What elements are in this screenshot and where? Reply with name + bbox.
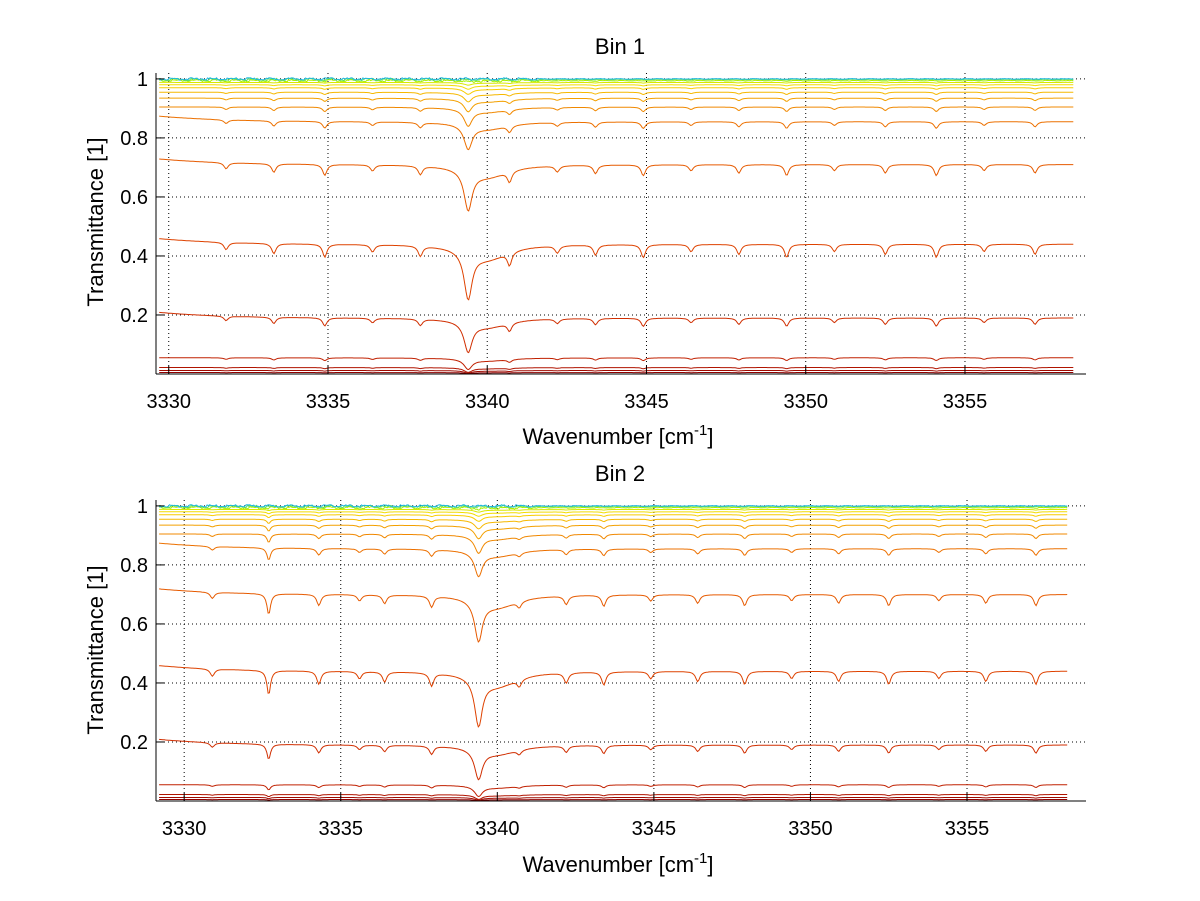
x-axis-label: Wavenumber [cm-1] — [522, 422, 713, 449]
series-line — [159, 372, 1074, 375]
series-line — [159, 738, 1068, 781]
series-line — [158, 505, 1068, 511]
series-line — [159, 514, 1068, 522]
series-line — [158, 504, 1068, 508]
y-tick-label: 1 — [137, 496, 148, 518]
x-tick-label: 3350 — [788, 818, 833, 840]
series-line — [159, 533, 1068, 555]
series-line — [159, 357, 1074, 371]
series-line — [159, 797, 1068, 801]
y-tick-label: 0.2 — [120, 732, 148, 754]
x-tick-label: 3340 — [475, 818, 520, 840]
series-line — [159, 91, 1074, 103]
series-line — [159, 588, 1068, 643]
series-line — [159, 370, 1074, 374]
y-tick-label: 0.6 — [120, 614, 148, 636]
subplot-title: Bin 1 — [595, 34, 645, 59]
y-tick-label: 0.8 — [120, 128, 148, 150]
x-tick-label: 3355 — [945, 818, 990, 840]
x-tick-label: 3335 — [306, 391, 351, 413]
x-tick-label: 3340 — [465, 391, 510, 413]
series-line — [159, 367, 1074, 373]
y-axis-label: Transmittance [1] — [83, 565, 108, 734]
series-line — [159, 542, 1068, 578]
series-line — [159, 508, 1068, 513]
series-line — [158, 77, 1074, 81]
series-line — [159, 158, 1074, 212]
series-line — [159, 97, 1074, 113]
y-tick-label: 0.2 — [120, 305, 148, 327]
series-line — [159, 665, 1068, 728]
x-tick-label: 3345 — [632, 818, 677, 840]
subplot-bin-1: Bin 1 3330 3335 3340 3345 3350 3355 0.2 0.4 0.6 0… — [83, 34, 1086, 449]
y-tick-label: 1 — [137, 69, 148, 91]
subplot-title: Bin 2 — [595, 461, 645, 486]
y-axis-label: Transmittance [1] — [83, 137, 108, 306]
y-tick-label: 0.8 — [120, 555, 148, 577]
x-tick-label: 3330 — [146, 391, 191, 413]
axes: 3330 3335 3340 3345 3350 3355 0.2 0.4 0.6 0.8 1 — [120, 69, 1086, 413]
series-line — [159, 794, 1068, 800]
series-line — [159, 799, 1068, 802]
series-line — [159, 511, 1068, 517]
y-tick-label: 0.4 — [120, 673, 148, 695]
series-line — [159, 87, 1074, 95]
x-tick-label: 3335 — [318, 818, 363, 840]
x-axis-label: Wavenumber [cm-1] — [522, 850, 713, 877]
axes: 3330 3335 3340 3345 3350 3355 0.2 0.4 0.6 0.8 1 — [120, 496, 1086, 840]
series-line — [159, 524, 1068, 540]
series-lines — [158, 504, 1068, 802]
series-line — [159, 115, 1074, 151]
series-line — [159, 81, 1074, 86]
series-line — [159, 106, 1074, 127]
series-line — [159, 784, 1068, 798]
x-tick-label: 3330 — [162, 818, 207, 840]
x-tick-label: 3355 — [943, 391, 988, 413]
series-line — [159, 518, 1068, 530]
subplot-bin-2: Bin 2 3330 3335 3340 3345 3350 3355 0.2 0.4 0.6 0… — [83, 461, 1086, 877]
y-tick-label: 0.4 — [120, 246, 148, 268]
series-line — [159, 311, 1074, 354]
y-tick-label: 0.6 — [120, 187, 148, 209]
series-line — [159, 238, 1074, 301]
series-line — [159, 84, 1074, 90]
series-line — [158, 78, 1074, 84]
x-tick-label: 3345 — [624, 391, 669, 413]
x-tick-label: 3350 — [783, 391, 828, 413]
